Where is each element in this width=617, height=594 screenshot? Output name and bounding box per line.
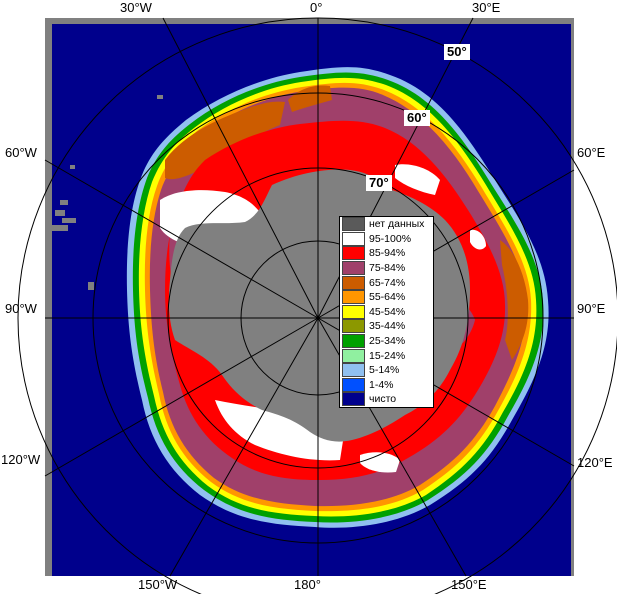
lon-label-0: 0° [310,0,323,15]
legend-label: 55-64% [369,291,406,304]
legend-label: 25-34% [369,335,406,348]
legend-item: 25-34% [340,334,433,349]
ice-band-95-100-east [395,164,440,195]
legend-label: 75-84% [369,262,406,275]
lon-label-180: 180° [294,577,321,592]
legend-item: 1-4% [340,377,433,393]
lon-label-150e: 150°E [451,577,487,592]
ice-band-95-100-east2 [470,229,486,250]
lon-label-150w: 150°W [138,577,178,592]
legend-swatch [342,377,365,392]
lon-label-120e: 120°E [577,455,613,470]
legend-item: чисто [340,392,433,407]
legend-label: 45-54% [369,305,406,318]
legend-label: 15-24% [369,349,406,362]
lon-label-120w: 120°W [1,452,41,467]
legend-label: 1-4% [369,378,394,391]
legend-swatch [342,363,365,378]
legend-item: 35-44% [340,319,433,334]
lon-label-30e: 30°E [472,0,501,15]
legend-item: 95-100% [340,231,433,247]
legend-item: 65-74% [340,275,433,290]
legend-swatch [342,246,365,261]
ice-band-65-74 [165,101,285,180]
legend-swatch [342,290,365,305]
lon-label-60e: 60°E [577,145,606,160]
legend-label: нет данных [369,218,425,231]
legend-swatch [342,231,365,246]
lon-label-90e: 90°E [577,301,606,316]
legend-label: 5-14% [369,364,400,377]
legend-item: 45-54% [340,304,433,320]
legend-swatch [342,348,365,363]
lon-label-30w: 30°W [120,0,152,15]
legend-item: нет данных [340,217,433,232]
legend-label: 95-100% [369,232,412,245]
lat-label-70: 70° [366,175,392,191]
lat-label-50: 50° [444,44,470,60]
legend-item: 75-84% [340,261,433,276]
ice-band-65-74-north [288,85,332,112]
legend-item: 15-24% [340,348,433,363]
legend-label: 65-74% [369,276,406,289]
legend-swatch [342,319,365,334]
lat-label-60: 60° [404,110,430,126]
no-data-speckles [48,95,163,290]
legend-item: 55-64% [340,290,433,305]
ice-band-65-74-east [500,240,529,360]
legend: нет данных 95-100% 85-94% 75-84% 65-74% 55-64… [339,216,434,408]
legend-label: чисто [369,393,397,406]
legend-label: 85-94% [369,247,406,260]
legend-swatch [342,217,365,232]
legend-item: 5-14% [340,363,433,378]
legend-swatch [342,261,365,276]
legend-swatch [342,392,365,407]
lon-label-60w: 60°W [5,145,37,160]
legend-label: 35-44% [369,320,406,333]
legend-item: 85-94% [340,246,433,261]
legend-swatch [342,334,365,349]
legend-swatch [342,304,365,319]
ice-band-95-100-se [360,452,400,473]
lon-label-90w: 90°W [5,301,37,316]
legend-swatch [342,275,365,290]
